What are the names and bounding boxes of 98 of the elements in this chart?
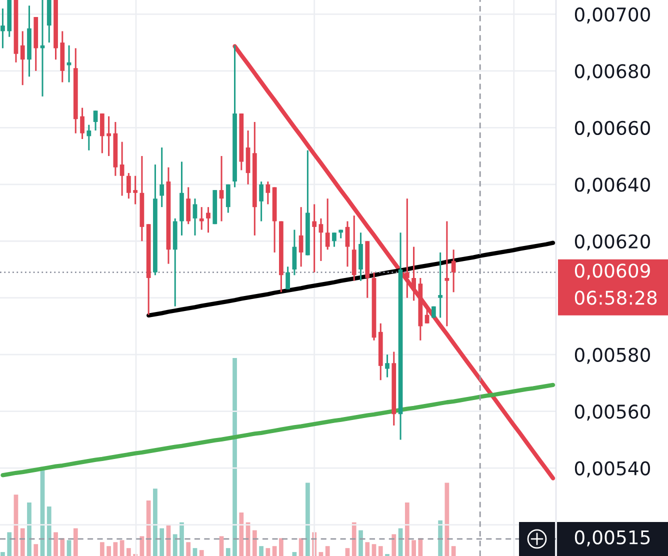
candlestick xyxy=(412,246,416,302)
candlestick xyxy=(192,198,198,236)
bar xyxy=(113,542,118,556)
candlestick xyxy=(219,155,224,222)
candlestick xyxy=(266,180,270,206)
bar xyxy=(232,358,237,556)
bar xyxy=(146,500,151,556)
bar xyxy=(306,482,310,556)
candlestick xyxy=(298,206,304,268)
candlestick xyxy=(451,248,456,293)
candlestick xyxy=(385,354,390,378)
bar xyxy=(27,502,32,556)
candlestick xyxy=(312,203,317,274)
bar xyxy=(418,538,423,556)
candlestick xyxy=(345,220,350,268)
bar xyxy=(180,522,184,556)
candlestick xyxy=(444,220,450,327)
ref-line-label: 0,00609 xyxy=(574,264,650,280)
bar xyxy=(186,542,191,556)
bar xyxy=(345,548,350,556)
candlestick xyxy=(226,184,230,214)
bar xyxy=(266,548,270,556)
y-tick-label: 0,00540 xyxy=(574,461,650,478)
bar xyxy=(120,540,124,556)
line-series xyxy=(146,240,556,318)
bar xyxy=(239,512,244,556)
bar xyxy=(438,520,442,556)
bar xyxy=(372,544,376,556)
line-series xyxy=(0,382,556,478)
candlestick xyxy=(120,141,124,196)
candlestick xyxy=(93,110,98,132)
bar xyxy=(298,538,304,556)
bar xyxy=(100,542,104,556)
y-tick-label: 0,00580 xyxy=(574,348,650,364)
bar xyxy=(46,506,52,556)
bar xyxy=(392,534,396,556)
y-tick-label: 0,00660 xyxy=(574,120,650,137)
text: 06:58:28 xyxy=(574,290,657,305)
candlestick xyxy=(100,112,104,154)
bar xyxy=(259,546,264,556)
bar xyxy=(358,530,363,556)
candlestick xyxy=(133,175,138,206)
bar xyxy=(378,546,383,556)
bar xyxy=(219,536,224,556)
bar xyxy=(325,546,330,556)
bar xyxy=(0,552,5,556)
bar xyxy=(140,536,144,556)
candlestick xyxy=(259,180,264,222)
bar xyxy=(278,538,284,556)
bar xyxy=(172,534,178,556)
candlestick xyxy=(438,252,442,318)
bar xyxy=(252,530,257,556)
candlestick xyxy=(126,172,131,200)
candlestick xyxy=(325,198,330,250)
bar xyxy=(199,550,204,556)
bar xyxy=(365,542,370,556)
bar xyxy=(404,502,410,556)
candlestick xyxy=(292,229,297,276)
bar xyxy=(54,532,58,556)
candlestick xyxy=(160,146,164,208)
y-tick-label: 0,00560 xyxy=(574,404,650,421)
bar xyxy=(73,528,78,556)
bar xyxy=(160,528,164,556)
bar xyxy=(226,548,230,556)
bar xyxy=(126,548,131,556)
bar xyxy=(34,544,38,556)
bar xyxy=(20,528,25,556)
bar xyxy=(272,546,277,556)
bar xyxy=(451,546,456,556)
candlestick xyxy=(106,116,111,157)
bar xyxy=(444,482,450,556)
candlestick xyxy=(80,107,84,140)
candlestick xyxy=(86,124,92,152)
y-tick-label: 0,00700 xyxy=(574,7,650,24)
candlestick xyxy=(404,198,410,299)
candlestick xyxy=(206,206,210,234)
candlestick xyxy=(199,206,204,231)
bar xyxy=(192,548,198,556)
bar xyxy=(318,552,324,556)
candlestick xyxy=(286,266,290,290)
y-tick-label: 0,00680 xyxy=(574,64,650,80)
bar xyxy=(66,540,72,556)
bar xyxy=(106,546,111,556)
candlestick xyxy=(186,186,191,225)
bar xyxy=(412,540,416,556)
bar xyxy=(292,552,297,556)
candlestick xyxy=(20,30,25,86)
ref-line-label: 0,00515 xyxy=(574,530,650,546)
y-tick-label: 0,00620 xyxy=(574,234,650,250)
y-tick-label: 0,00640 xyxy=(574,178,650,194)
candlestick xyxy=(332,232,336,248)
bar xyxy=(352,522,356,556)
bar xyxy=(153,488,158,556)
bar xyxy=(7,532,12,556)
candlestick xyxy=(0,8,5,49)
line-series xyxy=(232,44,556,480)
candlestick xyxy=(318,218,324,262)
bar xyxy=(60,538,65,556)
